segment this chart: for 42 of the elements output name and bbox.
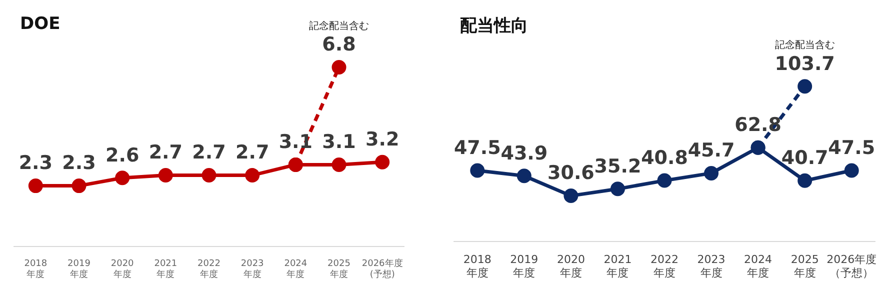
x-tick-label: 2019年度 — [510, 253, 538, 280]
data-label: 35.2 — [594, 155, 642, 178]
x-tick-label: 2021年度 — [604, 253, 632, 280]
data-label: 2.7 — [192, 142, 226, 164]
data-label: 103.7 — [774, 52, 835, 75]
x-tick-label: 2020年度 — [556, 253, 585, 280]
data-label: 30.6 — [548, 162, 594, 184]
chart-title: 配当性向 — [460, 15, 528, 37]
x-tick-label: 2026年度(予想) — [362, 258, 403, 280]
data-label: 45.7 — [688, 140, 735, 162]
data-label: 2.6 — [105, 144, 140, 166]
text: 記念配当含む — [309, 20, 369, 32]
chart-title: DOE — [20, 14, 60, 34]
x-tick-label: 2025年度 — [328, 259, 350, 280]
x-tick-label: 2018年度 — [463, 253, 492, 280]
data-label: 47.5 — [828, 136, 876, 159]
x-tick-label: 2022年度 — [198, 259, 220, 280]
x-tick-label: 2024年度 — [284, 259, 308, 280]
data-label: 2.7 — [148, 142, 183, 164]
data-label: 43.9 — [500, 142, 548, 164]
data-label: 3.2 — [365, 128, 400, 151]
data-label: 2.3 — [62, 152, 96, 174]
data-label: 40.7 — [781, 147, 828, 170]
x-tick-label: 2021年度 — [154, 259, 178, 280]
text: 記念配当含む — [774, 38, 835, 51]
data-label: 47.5 — [454, 136, 501, 159]
data-label: 40.8 — [641, 146, 688, 169]
data-label: 2.7 — [235, 142, 270, 164]
data-label: 2.3 — [18, 152, 53, 174]
x-tick-label: 2024年度 — [744, 253, 772, 280]
x-tick-label: 2025年度 — [790, 253, 819, 280]
x-tick-label: 2020年度 — [110, 259, 134, 280]
data-label: 3.1 — [278, 131, 313, 154]
x-tick-label: 2023年度 — [697, 253, 726, 280]
x-tick-label: 2026年度（予想） — [826, 253, 877, 280]
data-label: 6.8 — [322, 34, 356, 56]
x-tick-label: 2023年度 — [240, 259, 264, 280]
x-tick-label: 2022年度 — [650, 253, 678, 280]
data-label: 62.8 — [734, 114, 782, 136]
x-tick-label: 2018年度 — [24, 259, 48, 280]
data-label: 3.1 — [322, 131, 356, 154]
x-tick-label: 2019年度 — [68, 259, 91, 280]
